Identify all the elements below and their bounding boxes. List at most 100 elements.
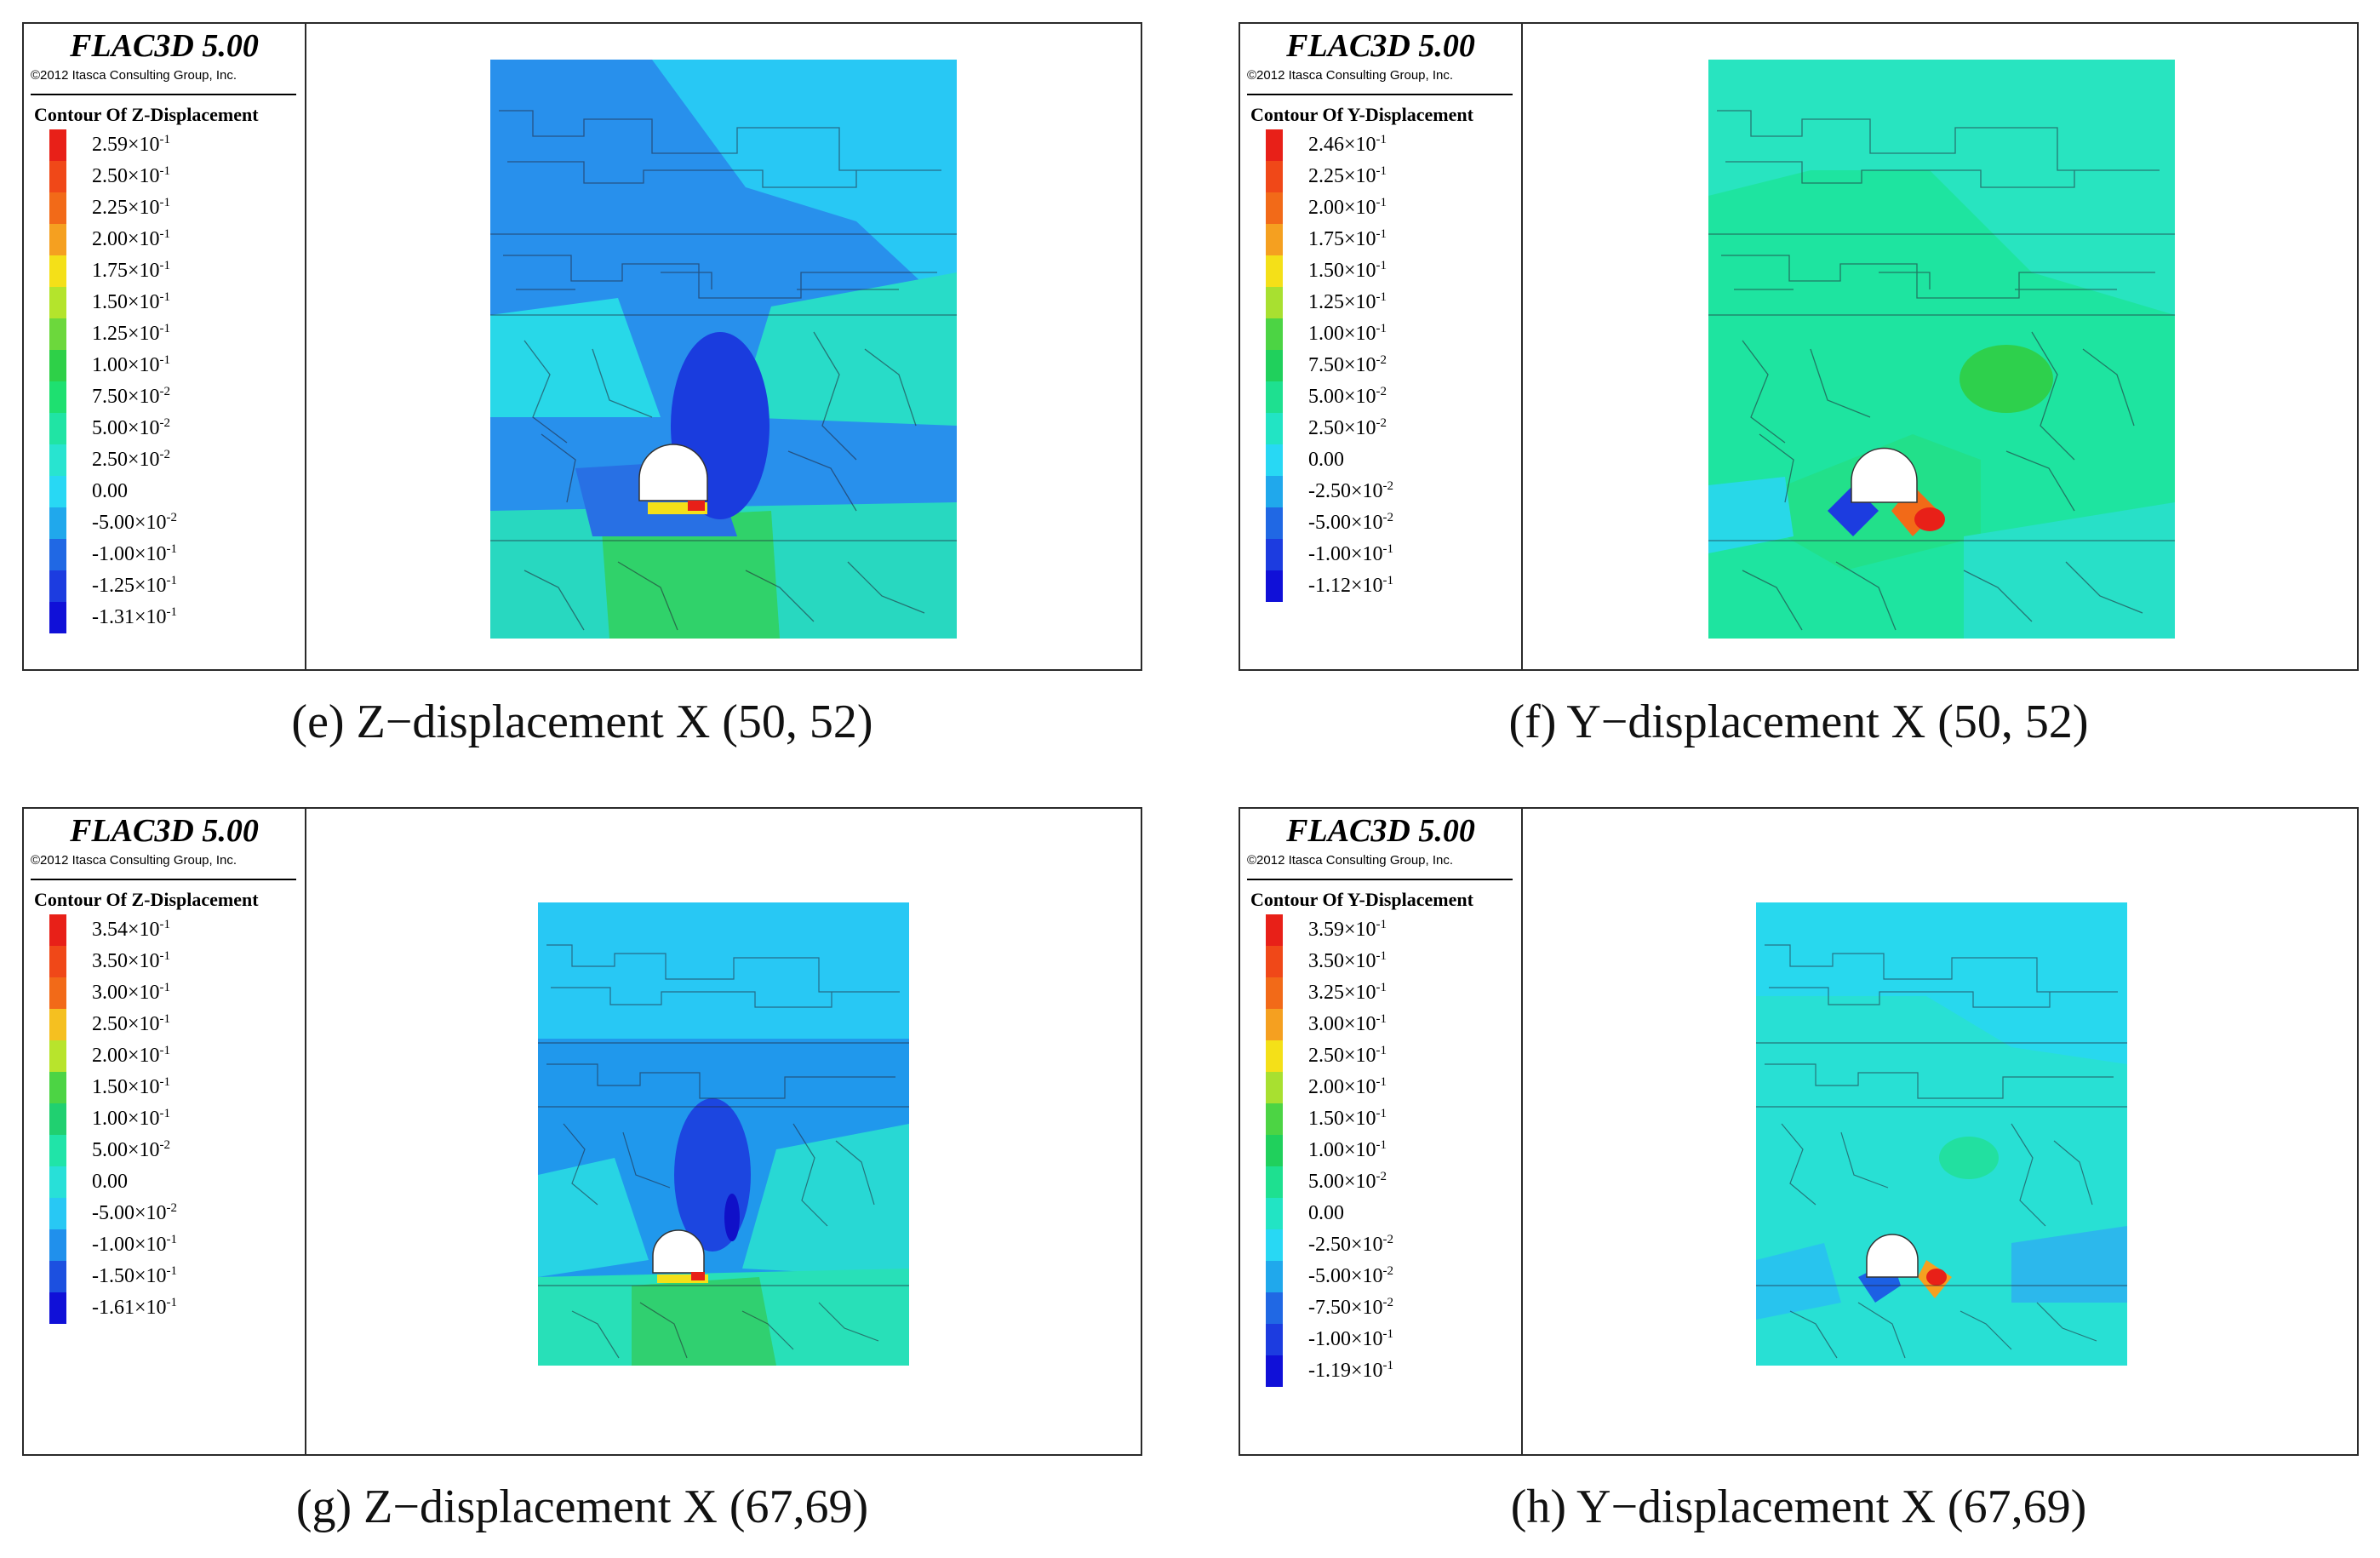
scale-value-exponent: -1 xyxy=(159,227,171,241)
scale-value-exponent: -1 xyxy=(1376,949,1387,963)
scale-value: 3.00×10-1 xyxy=(1308,1009,1393,1040)
contour-title: Contour Of Z-Displacement xyxy=(34,889,259,910)
scale-value-exponent: -1 xyxy=(1376,227,1387,241)
scale-value-mantissa: 3.00×10 xyxy=(92,982,160,1004)
contour-plot xyxy=(490,60,957,639)
scale-value-mantissa: 2.50×10 xyxy=(92,449,160,471)
scale-value-exponent: -1 xyxy=(159,1044,171,1057)
scale-value-mantissa: 2.59×10 xyxy=(92,134,160,156)
scale-value-exponent: -2 xyxy=(159,448,171,461)
color-swatch xyxy=(49,1292,66,1324)
scale-value-mantissa: 2.50×10 xyxy=(1308,1045,1376,1067)
color-swatch xyxy=(1266,129,1283,161)
scale-value: 3.25×10-1 xyxy=(1308,977,1393,1009)
color-swatch xyxy=(49,350,66,381)
scale-value-mantissa: 3.59×10 xyxy=(1308,919,1376,941)
scale-value-mantissa: -1.50×10 xyxy=(92,1265,167,1287)
app-title: FLAC3D 5.00 xyxy=(1286,813,1475,849)
copyright: ©2012 Itasca Consulting Group, Inc. xyxy=(1247,68,1454,83)
color-swatch xyxy=(49,507,66,539)
color-swatch xyxy=(49,192,66,224)
scale-value: 3.54×10-1 xyxy=(92,914,177,946)
scale-value-exponent: -1 xyxy=(1376,322,1387,335)
scale-value-mantissa: -1.00×10 xyxy=(92,543,167,565)
scale-labels: 2.46×10-1 2.25×10-1 2.00×10-1 1.75×10-1 1.50… xyxy=(1308,129,1393,602)
color-swatch xyxy=(1266,1009,1283,1040)
scale-value: -1.50×10-1 xyxy=(92,1261,177,1292)
scale-value-exponent: -1 xyxy=(159,1107,171,1120)
figure-caption: (f) Y−displacement X (50, 52) xyxy=(1508,696,2089,748)
scale-value-mantissa: 2.00×10 xyxy=(92,228,160,250)
scale-value-exponent: -1 xyxy=(159,196,171,209)
scale-value: -2.50×10-2 xyxy=(1308,1229,1393,1261)
scale-value-mantissa: -7.50×10 xyxy=(1308,1297,1383,1319)
scale-value-exponent: -1 xyxy=(159,981,171,994)
scale-value: 1.50×10-1 xyxy=(1308,1103,1393,1135)
color-swatch xyxy=(1266,507,1283,539)
color-swatch xyxy=(1266,1103,1283,1135)
scale-value-exponent: -1 xyxy=(1376,981,1387,994)
legend-divider xyxy=(31,879,296,880)
color-swatch xyxy=(1266,977,1283,1009)
copyright: ©2012 Itasca Consulting Group, Inc. xyxy=(1247,853,1454,868)
color-swatch xyxy=(49,413,66,444)
scale-value-exponent: -1 xyxy=(1376,259,1387,272)
color-swatch xyxy=(49,444,66,476)
color-swatch xyxy=(1266,255,1283,287)
scale-value: 3.50×10-1 xyxy=(1308,946,1393,977)
contour-title: Contour Of Y-Displacement xyxy=(1250,104,1473,125)
scale-value: -2.50×10-2 xyxy=(1308,476,1393,507)
scale-value-mantissa: 2.00×10 xyxy=(92,1045,160,1067)
scale-value-mantissa: 3.50×10 xyxy=(92,950,160,972)
scale-value: -1.31×10-1 xyxy=(92,602,177,633)
color-swatch xyxy=(49,287,66,318)
color-swatch xyxy=(49,129,66,161)
scale-value-mantissa: 1.00×10 xyxy=(1308,1139,1376,1161)
legend-divider xyxy=(31,94,296,95)
copyright: ©2012 Itasca Consulting Group, Inc. xyxy=(31,68,237,83)
color-swatch xyxy=(1266,413,1283,444)
color-swatch xyxy=(49,570,66,602)
scale-value: -5.00×10-2 xyxy=(92,507,177,539)
app-title: FLAC3D 5.00 xyxy=(70,813,259,849)
scale-value: -7.50×10-2 xyxy=(1308,1292,1393,1324)
scale-value-exponent: -2 xyxy=(159,385,171,398)
scale-value-mantissa: 1.50×10 xyxy=(1308,260,1376,282)
color-swatch xyxy=(49,914,66,946)
legend-divider xyxy=(1247,94,1513,95)
scale-value-mantissa: 1.00×10 xyxy=(92,354,160,376)
plot-window: FLAC3D 5.00 ©2012 Itasca Consulting Grou… xyxy=(22,807,1142,1456)
scale-value: 2.50×10-2 xyxy=(1308,413,1393,444)
contour-plot xyxy=(538,902,909,1366)
scale-value: 2.59×10-1 xyxy=(92,129,177,161)
color-swatch xyxy=(1266,1324,1283,1355)
scale-value: 3.50×10-1 xyxy=(92,946,177,977)
scale-value-mantissa: 2.50×10 xyxy=(1308,417,1376,439)
scale-value: -1.19×10-1 xyxy=(1308,1355,1393,1387)
scale-value: 1.50×10-1 xyxy=(92,287,177,318)
color-swatch xyxy=(1266,539,1283,570)
plot-window: FLAC3D 5.00 ©2012 Itasca Consulting Grou… xyxy=(1239,807,2359,1456)
scale-value-exponent: -1 xyxy=(166,605,178,619)
scale-value: 2.46×10-1 xyxy=(1308,129,1393,161)
figure-caption: (g) Z−displacement X (67,69) xyxy=(295,1481,869,1533)
legend: FLAC3D 5.00 ©2012 Itasca Consulting Grou… xyxy=(1240,24,1523,669)
scale-value: 2.00×10-1 xyxy=(92,224,177,255)
color-swatch xyxy=(1266,1261,1283,1292)
scale-value-exponent: -2 xyxy=(1382,1264,1394,1278)
scale-value: -1.25×10-1 xyxy=(92,570,177,602)
scale-value-exponent: -1 xyxy=(166,1264,178,1278)
scale-value-mantissa: 0.00 xyxy=(1308,1202,1344,1224)
color-swatch xyxy=(1266,381,1283,413)
scale-value-mantissa: 3.00×10 xyxy=(1308,1013,1376,1035)
scale-value: 1.00×10-1 xyxy=(1308,1135,1393,1166)
scale-value: 3.00×10-1 xyxy=(92,977,177,1009)
scale-value-mantissa: 5.00×10 xyxy=(1308,386,1376,408)
scale-value-exponent: -1 xyxy=(1376,196,1387,209)
scale-value-exponent: -2 xyxy=(159,1138,171,1152)
scale-value-exponent: -1 xyxy=(159,133,171,146)
scale-value-exponent: -1 xyxy=(1376,164,1387,178)
scale-value: 3.59×10-1 xyxy=(1308,914,1393,946)
color-swatch xyxy=(49,977,66,1009)
scale-value-exponent: -1 xyxy=(1382,1359,1394,1372)
